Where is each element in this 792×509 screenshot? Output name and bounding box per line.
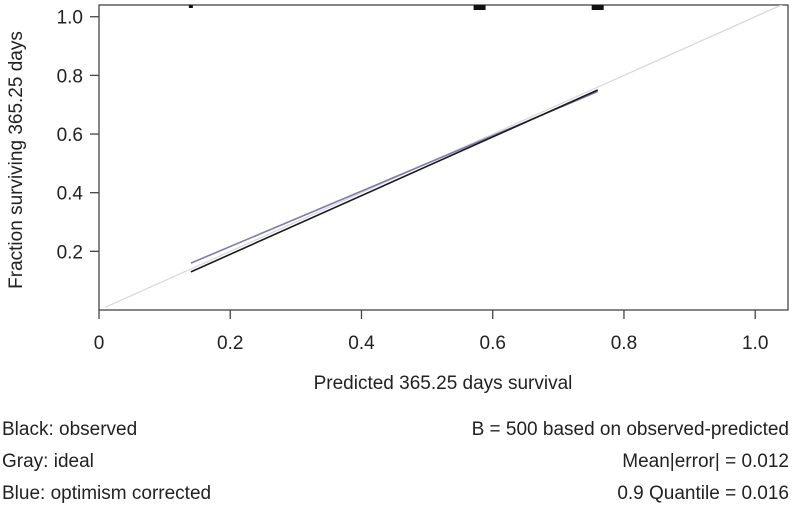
y-tick-label: 0.4 xyxy=(57,184,84,205)
bootstrap-note: B = 500 based on observed-predicted xyxy=(471,419,789,440)
y-tick-label: 1.0 xyxy=(57,8,83,29)
legend-observed: Black: observed xyxy=(2,419,138,440)
x-axis-label: Predicted 365.25 days survival xyxy=(314,373,573,394)
rug-mark xyxy=(188,5,193,8)
y-axis-label: Fraction surviving 365.25 days xyxy=(6,31,27,289)
x-tick-label: 0.6 xyxy=(480,333,506,354)
y-tick-label: 0.2 xyxy=(57,242,83,263)
legend-corrected: Blue: optimism corrected xyxy=(2,483,212,504)
x-tick-label: 0.2 xyxy=(217,333,243,354)
plot-frame xyxy=(98,4,789,311)
calibration-chart: 0 0.2 0.4 0.6 0.8 1.0 0.2 0.4 0.6 0.8 1.0 Predict… xyxy=(6,4,789,394)
y-tick-label: 0.6 xyxy=(57,125,83,146)
series-observed-line xyxy=(190,89,599,273)
quantile-note: 0.9 Quantile = 0.016 xyxy=(617,483,789,504)
x-tick-label: 1.0 xyxy=(742,333,768,354)
rug-mark xyxy=(473,5,486,10)
legend-ideal: Gray: ideal xyxy=(2,451,94,472)
x-tick-label: 0.4 xyxy=(348,333,375,354)
mean-error-note: Mean|error| = 0.012 xyxy=(622,451,789,472)
y-tick-label: 0.8 xyxy=(57,66,83,87)
rug-mark xyxy=(591,5,604,10)
x-tick-label: 0.8 xyxy=(611,333,637,354)
x-tick-label: 0 xyxy=(94,333,105,354)
